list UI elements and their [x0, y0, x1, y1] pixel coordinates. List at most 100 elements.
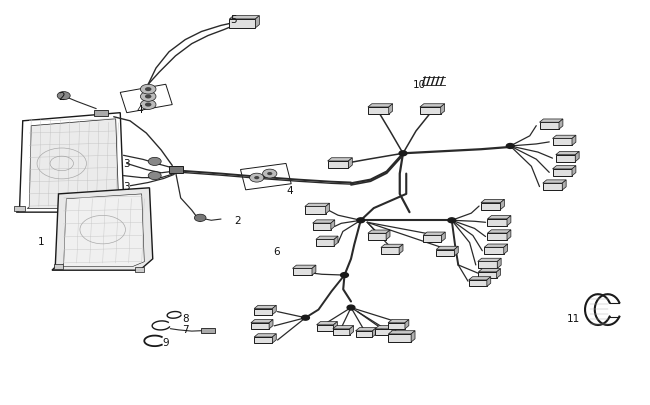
Polygon shape [556, 152, 579, 156]
Bar [328, 162, 348, 169]
Text: 2: 2 [58, 92, 65, 102]
Circle shape [148, 172, 161, 180]
Polygon shape [507, 216, 511, 226]
Bar [317, 325, 333, 331]
Bar [488, 220, 507, 226]
Polygon shape [386, 230, 390, 240]
Circle shape [302, 315, 309, 320]
Bar [305, 207, 326, 214]
Circle shape [448, 218, 456, 223]
Polygon shape [441, 232, 445, 242]
Polygon shape [423, 232, 445, 236]
Polygon shape [389, 331, 415, 334]
Polygon shape [488, 216, 511, 220]
Polygon shape [272, 305, 276, 315]
Polygon shape [356, 328, 376, 331]
Circle shape [172, 168, 179, 173]
Polygon shape [269, 320, 273, 329]
Bar [169, 167, 183, 173]
Polygon shape [313, 220, 335, 224]
Text: 9: 9 [162, 337, 169, 347]
Polygon shape [504, 244, 508, 255]
Bar [556, 155, 575, 162]
Polygon shape [420, 104, 445, 108]
Polygon shape [316, 237, 338, 240]
Polygon shape [61, 194, 144, 267]
Circle shape [140, 100, 156, 110]
Polygon shape [381, 245, 403, 248]
Text: 3: 3 [124, 181, 130, 191]
Polygon shape [254, 334, 276, 337]
Bar [254, 309, 272, 315]
Polygon shape [441, 104, 445, 115]
Polygon shape [411, 331, 415, 342]
Bar [135, 267, 144, 272]
Bar [481, 203, 500, 210]
Bar [313, 224, 331, 230]
Bar [251, 323, 269, 329]
Circle shape [145, 103, 151, 107]
Bar [488, 233, 507, 240]
Bar [552, 169, 572, 177]
Bar [389, 334, 411, 342]
Polygon shape [562, 181, 566, 190]
Polygon shape [436, 247, 458, 250]
Polygon shape [254, 305, 276, 309]
Polygon shape [399, 245, 403, 254]
Bar [388, 323, 405, 329]
Bar [478, 272, 497, 279]
Polygon shape [484, 244, 508, 247]
Polygon shape [312, 266, 316, 275]
Text: 8: 8 [182, 313, 188, 323]
Circle shape [263, 170, 277, 179]
Text: 6: 6 [273, 246, 280, 256]
Polygon shape [507, 230, 511, 240]
Bar [436, 250, 454, 256]
Circle shape [267, 173, 272, 176]
Polygon shape [229, 17, 259, 20]
Polygon shape [487, 277, 491, 287]
Circle shape [140, 92, 156, 102]
Bar [54, 264, 63, 269]
Circle shape [194, 215, 206, 222]
Polygon shape [478, 269, 500, 272]
Text: 7: 7 [182, 324, 188, 334]
Polygon shape [388, 320, 409, 323]
Polygon shape [331, 220, 335, 230]
Circle shape [506, 144, 514, 149]
Circle shape [148, 158, 161, 166]
Polygon shape [368, 104, 393, 108]
Polygon shape [500, 200, 504, 210]
Polygon shape [454, 247, 458, 256]
Polygon shape [488, 230, 511, 233]
Polygon shape [251, 320, 273, 323]
Polygon shape [328, 158, 352, 162]
Polygon shape [469, 277, 491, 280]
Bar [229, 20, 255, 29]
Polygon shape [572, 136, 576, 146]
Polygon shape [559, 119, 563, 130]
Polygon shape [543, 181, 566, 184]
Polygon shape [350, 326, 354, 335]
Text: 2: 2 [234, 216, 240, 226]
Polygon shape [481, 200, 504, 203]
Polygon shape [552, 166, 576, 169]
Polygon shape [552, 136, 576, 139]
Polygon shape [272, 334, 276, 343]
Polygon shape [27, 119, 118, 209]
Bar [201, 328, 215, 334]
Polygon shape [333, 326, 354, 329]
Text: 1: 1 [38, 236, 44, 246]
Polygon shape [326, 204, 330, 214]
Bar [254, 337, 272, 343]
Polygon shape [305, 204, 330, 207]
Bar [484, 247, 504, 255]
Polygon shape [478, 258, 501, 262]
Bar [368, 234, 386, 240]
Text: 4: 4 [136, 104, 143, 114]
Polygon shape [389, 104, 393, 115]
Polygon shape [375, 326, 396, 329]
Polygon shape [405, 320, 409, 329]
Polygon shape [392, 326, 396, 335]
Text: 3: 3 [124, 159, 130, 169]
